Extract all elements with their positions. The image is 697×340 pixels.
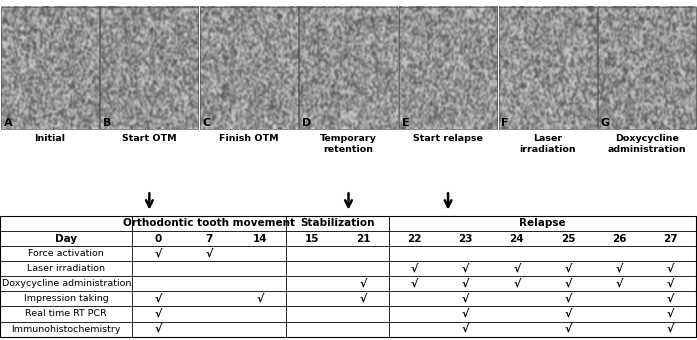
- Text: B: B: [103, 118, 112, 128]
- Text: C: C: [203, 118, 210, 128]
- Text: Immunohistochemistry: Immunohistochemistry: [11, 325, 121, 334]
- Text: √: √: [462, 279, 469, 289]
- Text: Orthodontic tooth movement: Orthodontic tooth movement: [123, 218, 296, 228]
- Text: √: √: [154, 249, 162, 259]
- Text: √: √: [154, 309, 162, 319]
- Text: Real time RT PCR: Real time RT PCR: [25, 309, 107, 319]
- Text: 26: 26: [612, 234, 627, 243]
- Text: Start OTM: Start OTM: [122, 134, 176, 143]
- Text: √: √: [154, 294, 162, 304]
- Text: Initial: Initial: [34, 134, 66, 143]
- Text: √: √: [565, 324, 572, 334]
- Text: √: √: [206, 249, 213, 259]
- Text: 24: 24: [510, 234, 524, 243]
- Text: A: A: [3, 118, 12, 128]
- Bar: [200, 7, 298, 129]
- Text: √: √: [360, 294, 367, 304]
- Text: √: √: [154, 324, 162, 334]
- Text: Relapse: Relapse: [519, 218, 566, 228]
- Text: Force activation: Force activation: [29, 249, 104, 258]
- Text: √: √: [667, 309, 675, 319]
- Text: F: F: [501, 118, 509, 128]
- Bar: [100, 7, 199, 129]
- Text: 14: 14: [253, 234, 268, 243]
- Text: √: √: [513, 279, 521, 289]
- Text: 15: 15: [305, 234, 319, 243]
- Bar: [498, 7, 597, 129]
- Text: Temporary
retention: Temporary retention: [320, 134, 377, 154]
- Text: √: √: [411, 264, 418, 274]
- Text: √: √: [667, 279, 675, 289]
- Text: 0: 0: [155, 234, 162, 243]
- Text: Day: Day: [55, 234, 77, 243]
- Text: Stabilization: Stabilization: [300, 218, 375, 228]
- Text: D: D: [302, 118, 312, 128]
- Text: Laser
irradiation: Laser irradiation: [519, 134, 576, 154]
- Text: √: √: [513, 264, 521, 274]
- Bar: [598, 7, 696, 129]
- Bar: [399, 7, 497, 129]
- Text: √: √: [462, 294, 469, 304]
- Text: √: √: [615, 264, 623, 274]
- Text: √: √: [565, 279, 572, 289]
- Text: 23: 23: [459, 234, 473, 243]
- Text: 21: 21: [356, 234, 370, 243]
- Text: 27: 27: [664, 234, 678, 243]
- Text: √: √: [667, 264, 675, 274]
- Text: √: √: [667, 294, 675, 304]
- Bar: [0, 216, 696, 337]
- Text: √: √: [257, 294, 264, 304]
- Text: √: √: [462, 324, 469, 334]
- Text: √: √: [462, 309, 469, 319]
- Text: √: √: [667, 324, 675, 334]
- Bar: [300, 7, 397, 129]
- Text: 22: 22: [407, 234, 422, 243]
- Text: Doxycycline
administration: Doxycycline administration: [608, 134, 687, 154]
- Text: √: √: [360, 279, 367, 289]
- Text: 7: 7: [206, 234, 213, 243]
- Text: Finish OTM: Finish OTM: [219, 134, 279, 143]
- Text: √: √: [462, 264, 469, 274]
- Text: √: √: [565, 294, 572, 304]
- Text: √: √: [565, 309, 572, 319]
- Text: Laser irradiation: Laser irradiation: [27, 264, 105, 273]
- Bar: [1, 7, 99, 129]
- Text: √: √: [411, 279, 418, 289]
- Text: G: G: [601, 118, 610, 128]
- Text: √: √: [565, 264, 572, 274]
- Text: Impression taking: Impression taking: [24, 294, 109, 303]
- Text: 25: 25: [561, 234, 576, 243]
- Text: E: E: [401, 118, 409, 128]
- Text: Doxycycline administration: Doxycycline administration: [1, 279, 131, 288]
- Text: Start relapse: Start relapse: [413, 134, 483, 143]
- Text: √: √: [615, 279, 623, 289]
